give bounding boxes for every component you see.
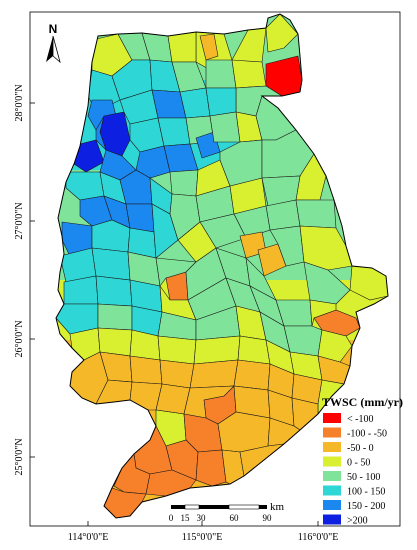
legend-swatch: [323, 413, 341, 423]
legend-swatch: [323, 471, 341, 481]
lat-label-26: 26°0'0"N: [14, 320, 25, 357]
basin: [317, 329, 353, 363]
legend-swatch: [323, 442, 341, 452]
basin: [169, 169, 199, 197]
basin: [155, 257, 197, 287]
basin: [309, 299, 337, 327]
basin: [193, 335, 241, 365]
basin: [91, 247, 131, 281]
basin-regions: [56, 14, 388, 518]
scale-label-30: 30: [197, 513, 207, 523]
legend-label: 50 - 100: [347, 472, 380, 483]
basin: [97, 303, 133, 331]
basin: [199, 33, 219, 61]
basin: [157, 335, 197, 365]
basin: [303, 261, 351, 305]
lon-label-114: 114°0'0"E: [68, 532, 109, 543]
basin: [167, 31, 197, 63]
north-arrow-icon-right: [52, 35, 61, 64]
legend-label: 100 - 150: [347, 487, 385, 498]
scale-label-60: 60: [230, 513, 240, 523]
basin: [295, 199, 337, 229]
basin: [265, 14, 299, 53]
basin: [157, 117, 191, 147]
north-arrow-icon: [46, 36, 53, 62]
lon-label-115: 115°0'0"E: [182, 532, 223, 543]
legend-label: >200: [347, 516, 368, 527]
legend: TWSC (mm/yr) < -100 -100 - -50 -50 - 0 0 - …: [322, 395, 403, 527]
basin: [283, 325, 323, 357]
lat-ticks: [30, 102, 319, 526]
basin: [129, 355, 163, 385]
basin: [205, 59, 237, 89]
legend-swatch: [323, 427, 341, 438]
legend-swatch: [323, 500, 341, 510]
basin: [231, 59, 267, 89]
basin: [269, 225, 305, 267]
scale-bar: km 0 15 30 60 90: [169, 501, 285, 523]
basin: [129, 381, 163, 411]
basin: [237, 335, 271, 365]
scale-label-90: 90: [263, 513, 273, 523]
legend-label: -100 - -50: [347, 429, 387, 440]
legend-label: 150 - 200: [347, 501, 385, 512]
legend-label: -50 - 0: [347, 443, 374, 454]
lat-label-28: 28°0'0"N: [14, 84, 25, 121]
scale-label-15: 15: [181, 513, 191, 523]
legend-title: TWSC (mm/yr): [322, 395, 403, 409]
scale-label-0: 0: [169, 513, 174, 523]
map-frame: [29, 11, 401, 527]
basin: [189, 359, 239, 389]
basin: [209, 111, 241, 143]
north-arrow: N: [46, 22, 61, 64]
basin: [233, 359, 271, 391]
lat-label-25: 25°0'0"N: [14, 438, 25, 475]
legend-label: 0 - 50: [347, 458, 370, 469]
legend-label: < -100: [347, 414, 373, 425]
basin: [135, 145, 171, 179]
legend-swatch: [323, 485, 341, 496]
legend-swatch: [323, 514, 341, 525]
lat-label-27: 27°0'0"N: [14, 202, 25, 239]
basin-orange: [195, 449, 227, 487]
legend-swatch: [323, 456, 341, 467]
basin: [151, 203, 179, 259]
basin: [97, 327, 133, 357]
basin: [95, 275, 133, 307]
north-label: N: [49, 22, 58, 36]
basin: [95, 115, 107, 151]
scale-unit: km: [270, 501, 285, 513]
basin: [205, 87, 237, 117]
lon-label-116: 116°0'0"E: [298, 532, 339, 543]
basin: [159, 359, 195, 389]
